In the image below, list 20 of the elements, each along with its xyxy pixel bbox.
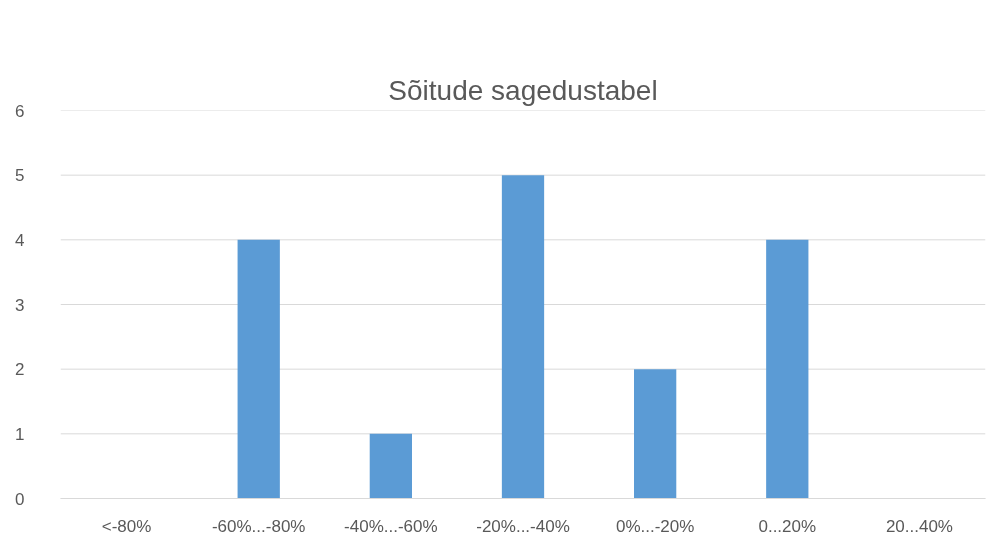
x-tick-label: -60%...-80% <box>211 516 306 536</box>
x-tick-label: 0...20% <box>758 516 817 536</box>
y-tick-label: 3 <box>15 295 25 315</box>
x-tick-label: -40%...-60% <box>344 516 438 536</box>
y-tick-label: 2 <box>15 360 25 380</box>
x-tick-label: 0%...-20% <box>615 516 695 536</box>
bar <box>766 239 809 499</box>
bar <box>369 433 412 499</box>
chart-title: Sõitude sagedustabel <box>388 74 658 106</box>
y-tick-label: 6 <box>15 101 25 121</box>
y-tick-label: 1 <box>15 424 25 444</box>
x-tick-label: 20...40% <box>885 516 953 536</box>
y-tick-label: 4 <box>15 230 25 250</box>
y-tick-label: 5 <box>15 166 25 186</box>
bar <box>237 239 280 499</box>
bar <box>634 369 677 499</box>
x-tick-label: <-80% <box>101 516 152 536</box>
y-tick-label: 0 <box>15 489 25 509</box>
x-tick-label: -20%...-40% <box>476 516 570 536</box>
bar <box>501 175 545 499</box>
